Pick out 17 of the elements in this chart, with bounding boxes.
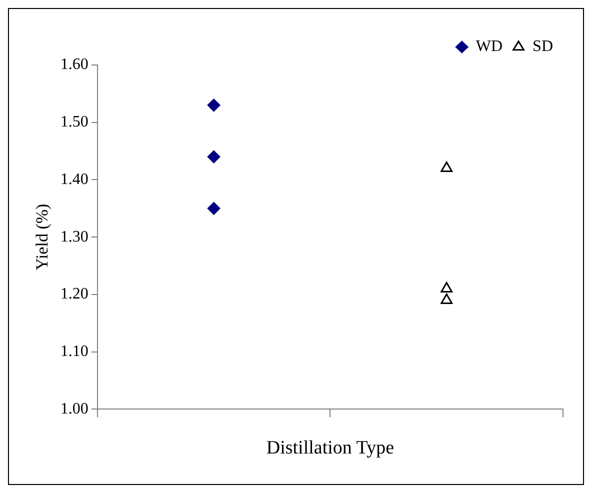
y-tick-label: 1.50 — [60, 114, 88, 131]
y-tick-label: 1.10 — [60, 343, 88, 360]
point — [440, 282, 453, 292]
y-axis-title: Yield (%) — [32, 204, 52, 270]
x-axis-title: Distillation Type — [266, 438, 394, 459]
y-tick-label: 1.60 — [60, 56, 88, 74]
legend-label: SD — [532, 38, 553, 56]
y-tick-label: 1.30 — [60, 228, 88, 246]
point — [440, 293, 453, 304]
y-tick-label: 1.00 — [60, 400, 88, 418]
y-tick-label: 1.40 — [60, 170, 88, 188]
legend-label: WD — [476, 38, 503, 56]
point — [440, 162, 453, 172]
y-tick-label: 1.20 — [60, 286, 88, 303]
point — [207, 98, 220, 112]
point — [207, 150, 220, 164]
point — [207, 202, 220, 215]
